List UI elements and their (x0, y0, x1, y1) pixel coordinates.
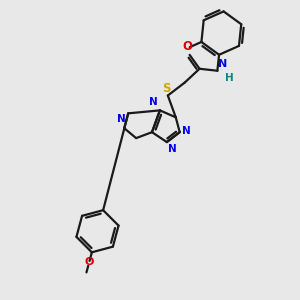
Text: N: N (218, 59, 228, 69)
Text: N: N (149, 98, 158, 107)
Text: N: N (118, 114, 126, 124)
Text: N: N (168, 144, 177, 154)
Text: O: O (183, 40, 193, 53)
Text: N: N (182, 126, 190, 136)
Text: H: H (225, 73, 234, 83)
Text: O: O (85, 257, 94, 267)
Text: S: S (163, 82, 171, 94)
